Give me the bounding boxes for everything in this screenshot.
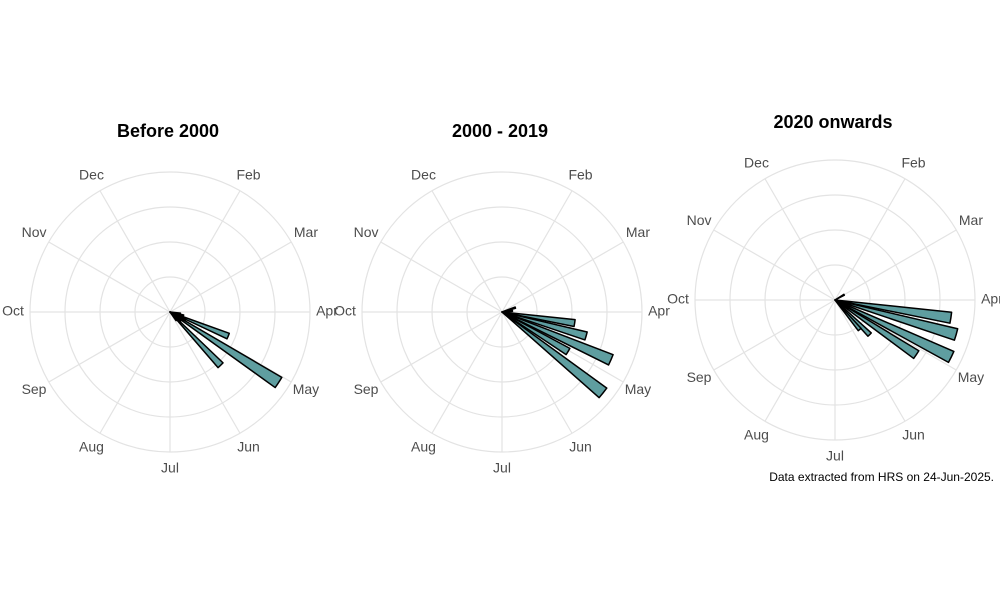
bar (834, 293, 846, 301)
x-tick-label: Sep (22, 381, 47, 397)
grid-spoke (99, 190, 171, 313)
x-tick-label: Feb (901, 155, 925, 171)
grid-spoke (501, 190, 573, 313)
grid-spoke (713, 229, 836, 301)
x-tick-label: Jul (161, 460, 179, 476)
grid-spoke (380, 311, 503, 383)
grid-spoke (834, 299, 906, 422)
x-tick-label: Oct (667, 291, 689, 307)
x-tick-label: May (293, 381, 319, 397)
grid-spoke (48, 241, 171, 313)
grid-spoke (169, 190, 241, 313)
x-tick-label: Oct (2, 303, 24, 319)
x-tick-label: Apr (648, 303, 670, 319)
grid-spoke (764, 178, 836, 301)
x-tick-label: Mar (626, 224, 650, 240)
bar (169, 311, 224, 369)
bar (834, 299, 953, 324)
bar (169, 311, 283, 389)
x-tick-label: Dec (744, 155, 769, 171)
grid-spoke (834, 229, 957, 301)
grid-spoke (501, 311, 573, 434)
caption: Data extracted from HRS on 24-Jun-2025. (769, 470, 994, 484)
grid-spoke (99, 311, 171, 434)
x-tick-label: Apr (981, 291, 1000, 307)
x-tick-label: Aug (744, 427, 769, 443)
x-tick-label: Jun (902, 427, 925, 443)
x-tick-label: Apr (316, 303, 338, 319)
x-tick-label: Aug (411, 439, 436, 455)
x-tick-label: Dec (79, 167, 104, 183)
grid-spoke (834, 178, 906, 301)
x-tick-label: Aug (79, 439, 104, 455)
x-tick-label: Nov (354, 224, 379, 240)
grid-spoke (48, 311, 171, 383)
grid-spoke (501, 241, 624, 313)
chart-title: Before 2000 (117, 121, 219, 141)
x-tick-label: Jul (493, 460, 511, 476)
x-tick-label: Oct (334, 303, 356, 319)
bar (834, 299, 862, 332)
x-tick-label: May (625, 381, 651, 397)
bar (501, 311, 614, 366)
grid-spoke (713, 299, 836, 371)
x-tick-label: Sep (354, 381, 379, 397)
x-tick-label: May (958, 369, 984, 385)
bar (834, 299, 959, 341)
x-tick-label: Feb (568, 167, 592, 183)
bar (501, 311, 588, 341)
chart-title: 2020 onwards (773, 112, 892, 132)
x-tick-label: Nov (687, 212, 712, 228)
bar (501, 311, 571, 356)
grid-spoke (169, 311, 241, 434)
bar (169, 311, 178, 322)
grid-spoke (169, 241, 292, 313)
x-tick-label: Jun (237, 439, 260, 455)
grid-spoke (764, 299, 836, 422)
x-tick-label: Mar (959, 212, 983, 228)
x-tick-label: Nov (22, 224, 47, 240)
x-tick-label: Sep (687, 369, 712, 385)
grid-spoke (380, 241, 503, 313)
bar (834, 299, 955, 364)
x-tick-label: Feb (236, 167, 260, 183)
grid-spoke (431, 190, 503, 313)
chart-title: 2000 - 2019 (452, 121, 548, 141)
bar (834, 299, 920, 360)
x-tick-label: Jun (569, 439, 592, 455)
x-tick-label: Mar (294, 224, 318, 240)
bar (501, 311, 608, 399)
grid-spoke (431, 311, 503, 434)
x-tick-label: Dec (411, 167, 436, 183)
x-tick-label: Jul (826, 448, 844, 464)
